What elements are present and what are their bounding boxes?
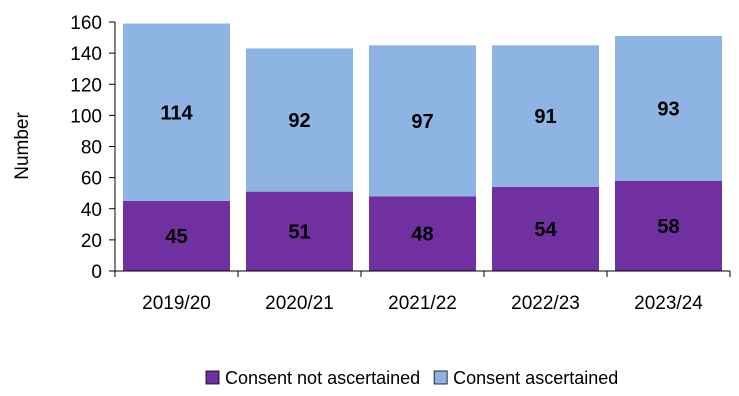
data-label: 58 [657,216,679,238]
legend-label: Consent not ascertained [225,368,420,388]
data-label: 91 [534,106,556,128]
legend-swatch [433,370,448,385]
y-axis-title: Number [12,112,33,180]
y-tick-label: 80 [81,138,102,159]
x-tick-label: 2022/23 [511,293,580,314]
x-axis: 2019/20 2020/21 2021/22 2022/23 2023/24 [109,270,731,314]
x-tick-label: 2019/20 [142,293,211,314]
data-label: 93 [657,98,679,120]
x-tick-label: 2023/24 [634,293,703,314]
y-tick-label: 120 [70,75,102,96]
data-label: 54 [534,219,557,241]
bar-segment-consent-ascertained [369,45,476,197]
bar-segment-consent-ascertained [615,36,722,181]
data-label: 45 [165,226,187,248]
bar-segment-consent-not-ascertained [246,191,353,271]
bar-segment-consent-not-ascertained [615,180,722,271]
y-tick-label: 100 [70,106,102,127]
bar-segment-consent-ascertained [123,23,230,201]
bar-segment-consent-not-ascertained [123,200,230,271]
bar-segment-consent-ascertained [492,45,599,187]
y-axis: 0 20 40 60 80 100 120 140 160 [70,13,116,283]
data-label: 114 [160,102,193,124]
y-tick-label: 160 [70,13,102,34]
data-label: 97 [411,111,433,133]
data-label: 48 [411,224,433,246]
x-tick-label: 2020/21 [265,293,334,314]
legend: Consent not ascertained Consent ascertain… [205,368,618,388]
data-label: 51 [288,221,310,243]
y-tick-label: 0 [91,262,102,283]
y-tick-label: 140 [70,44,102,65]
legend-swatch [205,370,220,385]
y-tick-label: 20 [81,231,102,252]
data-label: 92 [288,110,310,132]
x-tick-label: 2021/22 [388,293,457,314]
y-tick-label: 40 [81,200,102,221]
bar-segment-consent-not-ascertained [492,186,599,271]
legend-label: Consent ascertained [453,368,618,388]
bar-segment-consent-not-ascertained [369,196,476,271]
bar-segment-consent-ascertained [246,48,353,192]
y-tick-label: 60 [81,169,102,190]
bars-group: 45 114 51 92 48 97 54 91 58 93 [123,23,722,271]
